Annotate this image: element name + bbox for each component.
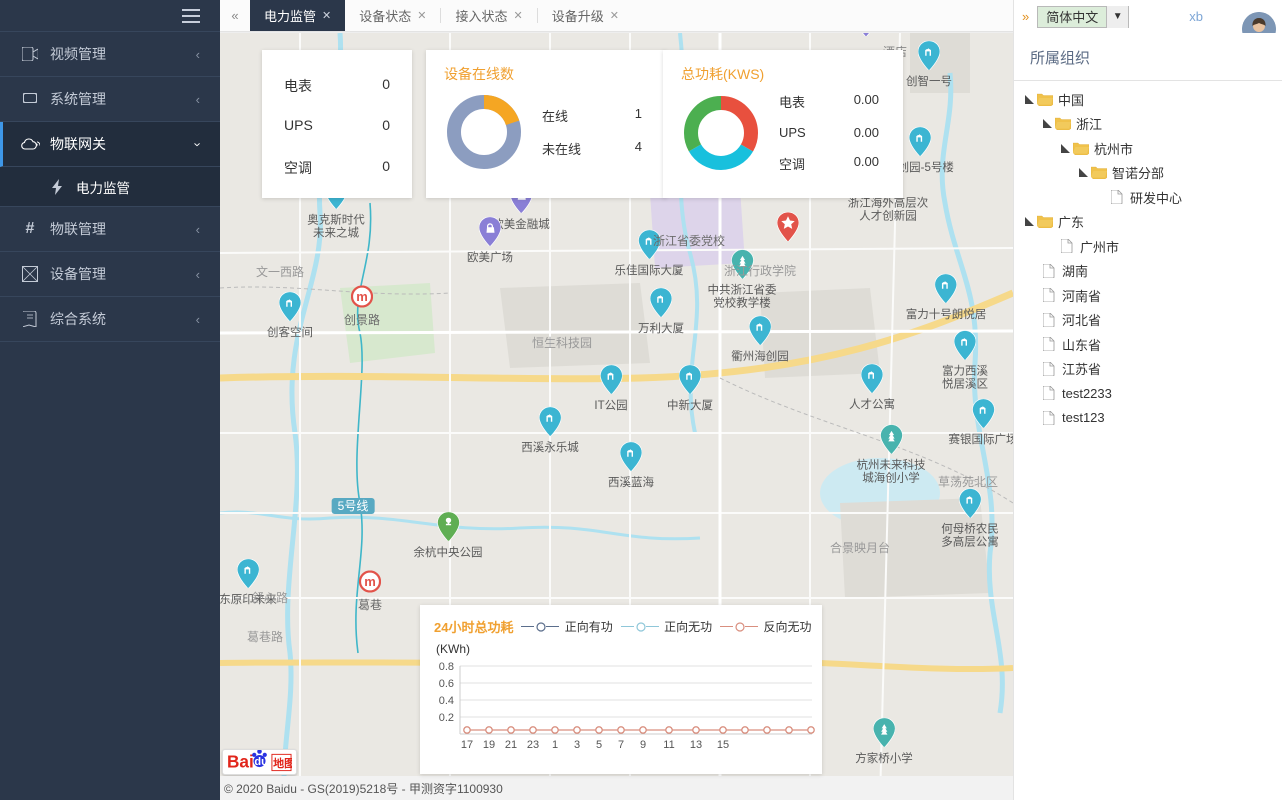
svg-text:0.8: 0.8 [439, 661, 454, 673]
svg-text:du: du [254, 756, 267, 768]
svg-text:0.6: 0.6 [439, 678, 454, 690]
svg-text:17: 17 [461, 739, 473, 751]
svg-text:1: 1 [552, 739, 558, 751]
svg-text:地图: 地图 [273, 756, 292, 770]
svg-text:15: 15 [717, 739, 729, 751]
svg-text:21: 21 [505, 739, 517, 751]
svg-text:Bai: Bai [227, 752, 254, 772]
svg-text:3: 3 [574, 739, 580, 751]
svg-text:19: 19 [483, 739, 495, 751]
svg-text:13: 13 [690, 739, 702, 751]
svg-text:0.4: 0.4 [439, 695, 454, 707]
svg-text:23: 23 [527, 739, 539, 751]
svg-text:11: 11 [663, 739, 674, 751]
svg-text:0.2: 0.2 [439, 712, 454, 724]
svg-text:5: 5 [596, 739, 602, 751]
svg-text:9: 9 [640, 739, 646, 751]
svg-text:7: 7 [618, 739, 624, 751]
